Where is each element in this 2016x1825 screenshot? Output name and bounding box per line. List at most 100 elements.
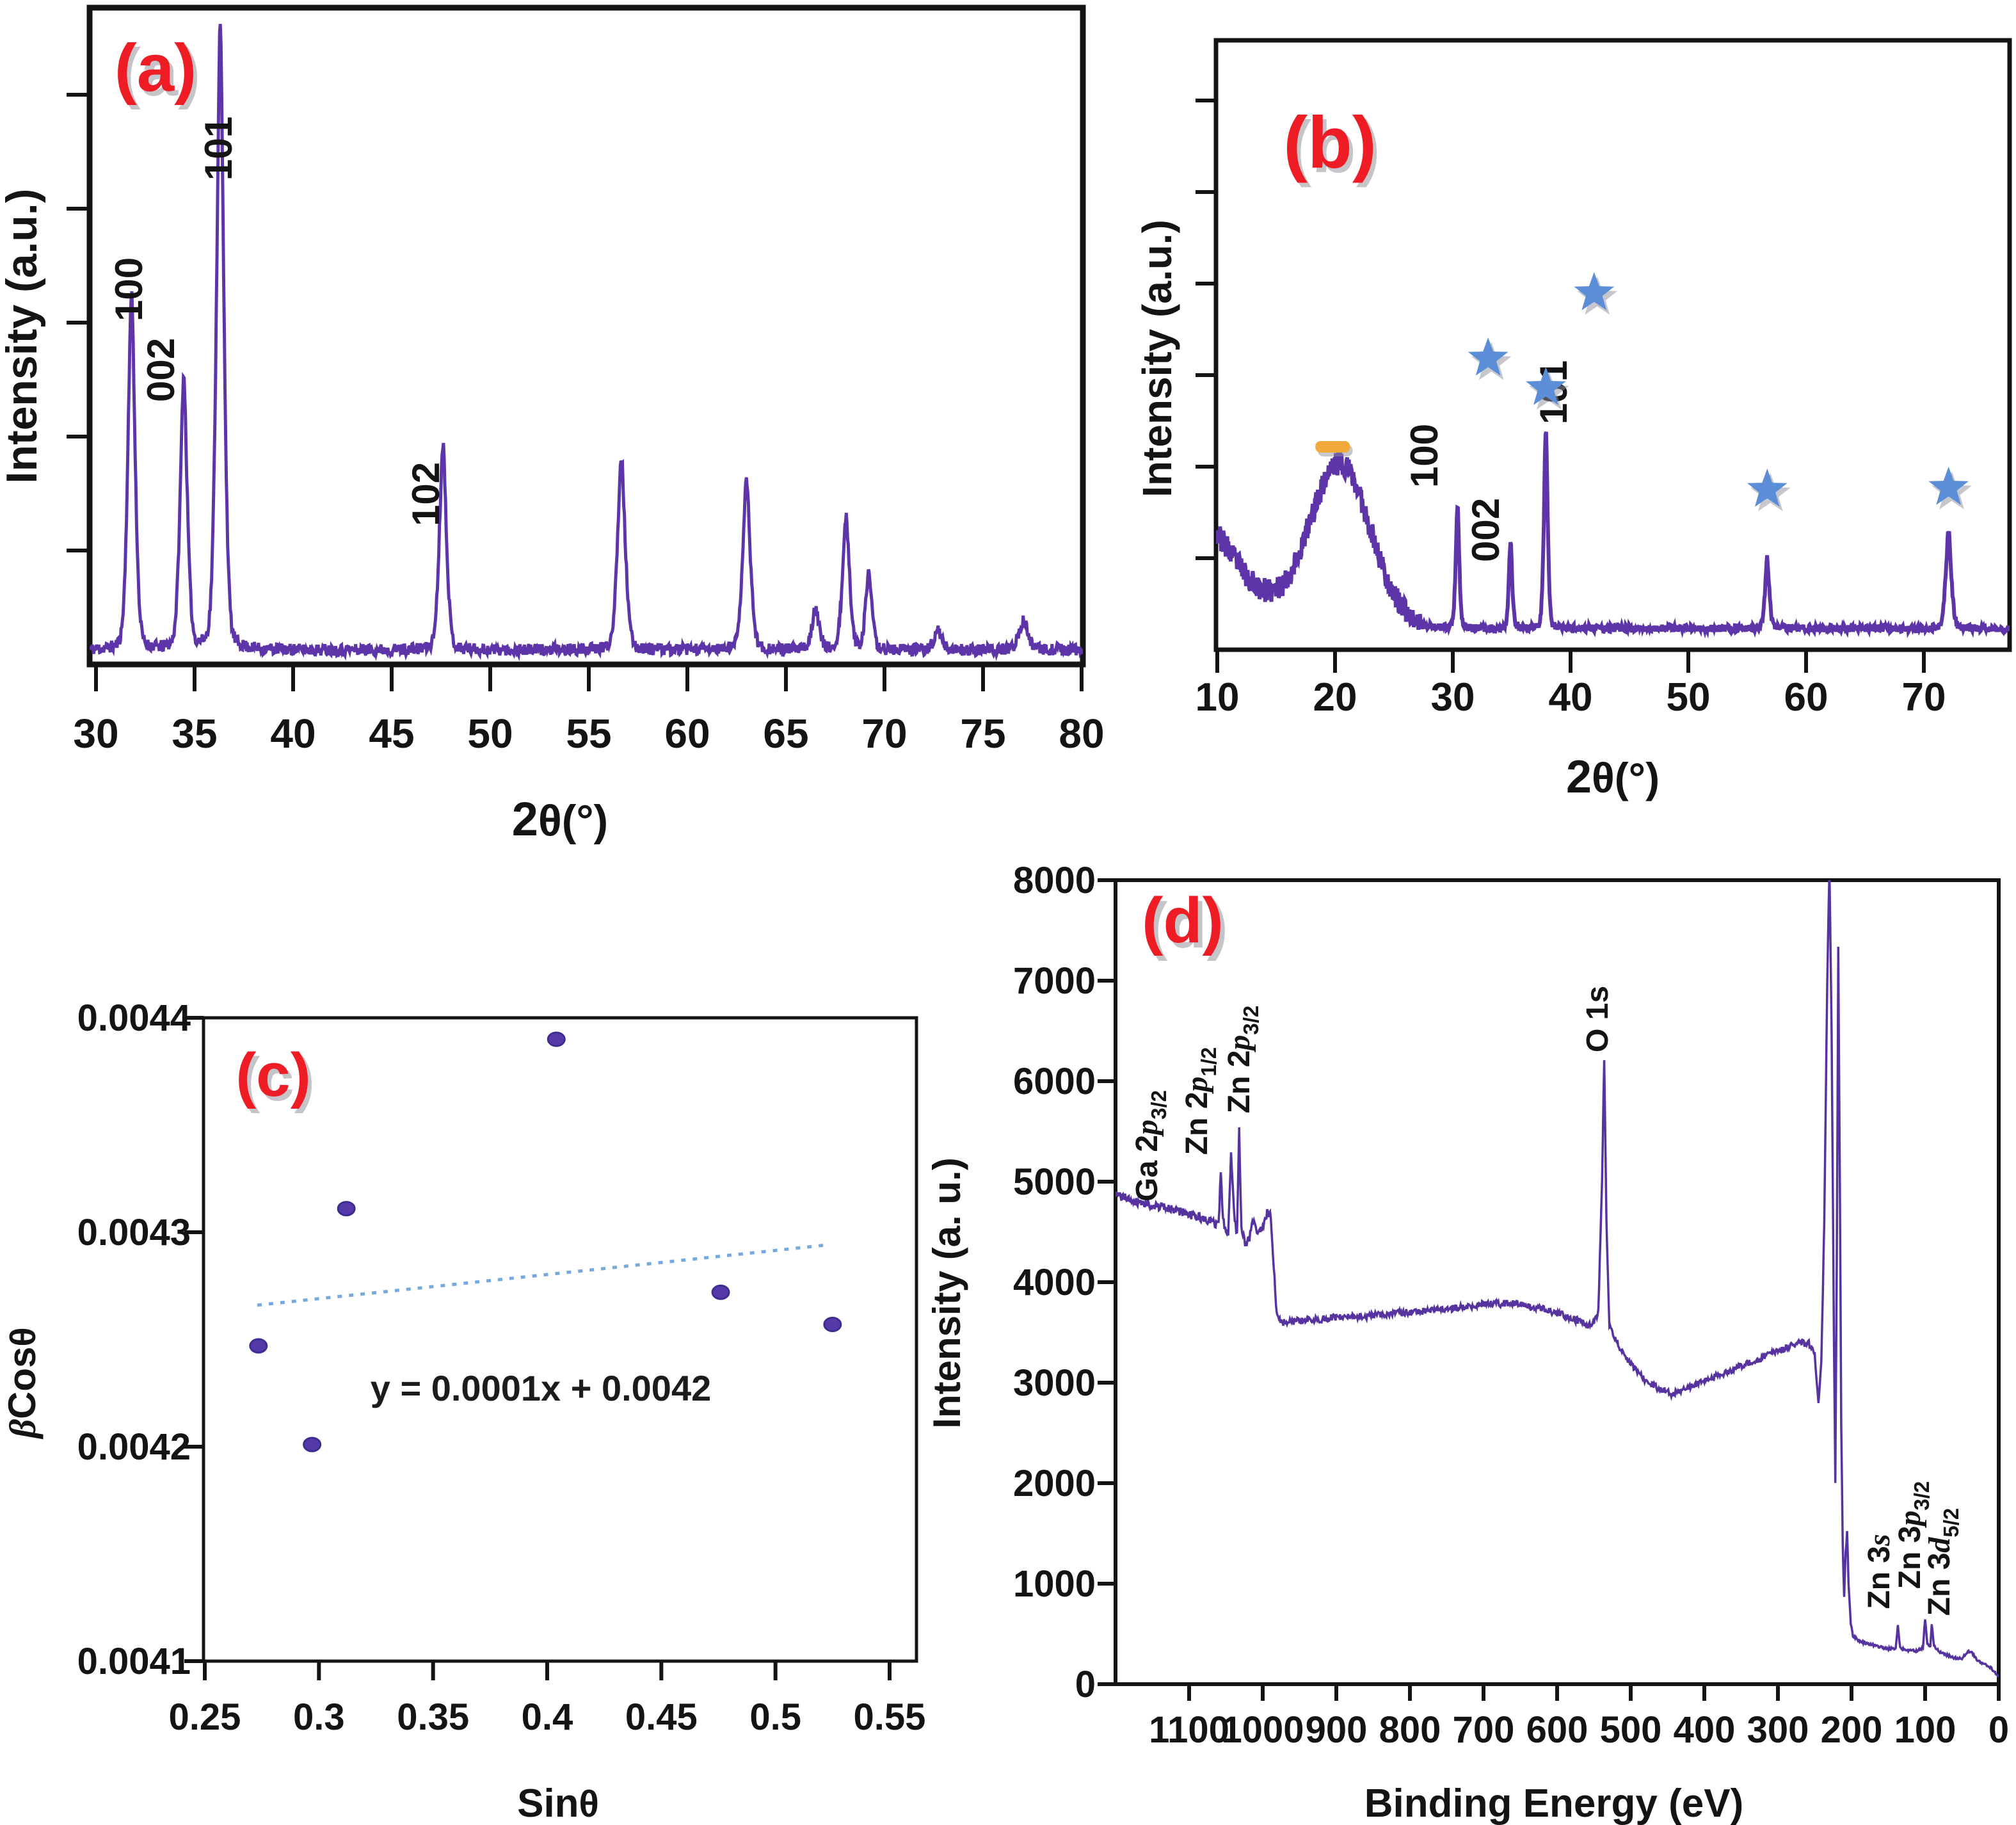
x-tick-label: 35 [172, 711, 217, 757]
x-tick-label: 0.45 [625, 1696, 698, 1738]
x-tick-label: 30 [73, 711, 118, 757]
star-marker [1928, 467, 1969, 505]
x-tick-label: 30 [1431, 675, 1475, 720]
x-axis-title-a: 2θ(°) [512, 792, 608, 846]
panel-letters: (a) (a) (b) (b) (c) (c) (d) (d) y = 0.00… [115, 31, 1380, 1408]
y-tick-label: 8000 [1013, 860, 1096, 901]
xps-peak-label: Zn 3s [1862, 1534, 1896, 1609]
x-tick-label: 600 [1526, 1709, 1588, 1751]
x-tick-label: 50 [467, 711, 513, 757]
peak-label-100: 100 [108, 257, 150, 321]
data-point [337, 1201, 356, 1217]
xps-peak-label: Zn 3d5/2 [1923, 1508, 1963, 1616]
generated-charts: 30 35 40 45 50 55 60 65 70 75 80 2θ(°) Intensity (a.… [0, 4, 2012, 1825]
xps-peak-label: O 1s [1581, 986, 1615, 1052]
y-tick-label: 2000 [1013, 1463, 1096, 1504]
x-tick-label: 45 [369, 711, 414, 757]
x-tick-label: 100 [1894, 1709, 1956, 1751]
x-tick-label: 0.55 [854, 1696, 926, 1738]
panel-b: 10 20 30 40 50 60 70 2θ(°) Intensity (a.u.) 100 00… [1134, 38, 2012, 803]
xps-peak-label: Zn 2p1/2 [1180, 1047, 1220, 1155]
panel-b-letter-shadow: (b) [1287, 107, 1380, 188]
xrd-curve-b [1216, 431, 2010, 639]
y-tick-label: 0 [1075, 1664, 1096, 1705]
x-axis-title-d: Binding Energy (eV) [1364, 1781, 1743, 1825]
x-tick-label: 70 [1902, 675, 1946, 720]
panel-b-letter: (b) [1283, 102, 1377, 184]
x-tick-label: 200 [1821, 1709, 1883, 1751]
peak-label-002: 002 [140, 338, 182, 402]
xps-peak-label: Zn 3p3/2 [1893, 1481, 1933, 1589]
x-tick-label: 75 [960, 711, 1005, 757]
panel-c: 0.25 0.3 0.35 0.4 0.45 0.5 0.55 Sinθ 0.0044 0.004… [1, 997, 925, 1825]
x-tick-label: 65 [763, 711, 808, 757]
y-tick-label: 3000 [1013, 1362, 1096, 1404]
x-tick-label: 800 [1379, 1709, 1441, 1751]
y-tick-label: 4000 [1013, 1262, 1096, 1303]
xrd-curve-a [90, 24, 1083, 662]
data-point [711, 1284, 730, 1300]
peak-label-002: 002 [1464, 498, 1507, 562]
y-axis-title-b: Intensity (a.u.) [1134, 220, 1180, 497]
data-point [823, 1317, 842, 1333]
x-tick-label: 60 [664, 711, 710, 757]
dash-marker [1315, 441, 1350, 453]
x-tick-label: 1100 [1149, 1709, 1229, 1751]
star-marker [1526, 367, 1566, 405]
x-tick-label: 500 [1600, 1709, 1662, 1751]
data-point [547, 1031, 566, 1047]
xps-survey-curve [1116, 880, 1999, 1678]
y-tick-label: 7000 [1013, 960, 1096, 1002]
x-tick-label: 70 [861, 711, 907, 757]
y-axis-title-d: Intensity (a. u.) [925, 1157, 968, 1428]
x-tick-label: 50 [1667, 675, 1711, 720]
x-tick-label: 10 [1196, 675, 1240, 720]
star-marker [1574, 272, 1615, 310]
x-tick-label: 0.5 [749, 1696, 801, 1738]
x-tick-label: 60 [1784, 675, 1828, 720]
x-tick-label: 400 [1674, 1709, 1736, 1751]
y-tick-label: 0.0043 [77, 1212, 191, 1253]
y-tick-label: 0.0041 [77, 1641, 191, 1682]
panel-a-letter: (a) [115, 31, 196, 106]
plot-border-panel-b [1213, 38, 2012, 652]
x-axis-title-c: Sinθ [517, 1781, 599, 1825]
x-tick-label: 0.4 [522, 1696, 573, 1738]
x-tick-label: 900 [1306, 1709, 1368, 1751]
plot-border-panel-a [86, 4, 1086, 668]
y-axis-title-a: Intensity (a.u.) [0, 189, 46, 484]
data-point [303, 1436, 322, 1452]
panel-a: 30 35 40 45 50 55 60 65 70 75 80 2θ(°) Intensity (a.… [0, 4, 1105, 846]
plot-border-panel-c [202, 1016, 918, 1663]
x-tick-label: 40 [1549, 675, 1593, 720]
x-tick-label: 40 [270, 711, 316, 757]
x-tick-label: 0.3 [293, 1696, 345, 1738]
peak-label-102: 102 [404, 462, 447, 526]
y-tick-label: 0.0042 [77, 1426, 191, 1468]
trend-line [257, 1243, 826, 1307]
x-tick-label: 1000 [1221, 1709, 1304, 1751]
panel-a-letter-shadow: (a) [118, 35, 200, 110]
y-axis-title-c: βCosθ [1, 1327, 44, 1439]
x-tick-label: 0.25 [169, 1696, 241, 1738]
y-tick-label: 6000 [1013, 1061, 1096, 1102]
x-axis-title-b: 2θ(°) [1566, 752, 1660, 803]
panel-d-letter-shadow: (d) [1146, 890, 1228, 961]
x-tick-label: 0.35 [397, 1696, 469, 1738]
x-tick-label: 300 [1747, 1709, 1809, 1751]
x-tick-label: 55 [566, 711, 611, 757]
star-marker [1747, 469, 1788, 507]
xps-peak-label: Zn 2p3/2 [1222, 1006, 1263, 1114]
star-marker [1468, 337, 1508, 376]
x-tick-label: 80 [1059, 711, 1104, 757]
trendline-equation: y = 0.0001x + 0.0042 [371, 1368, 712, 1408]
x-tick-label: 20 [1313, 675, 1357, 720]
y-tick-label: 1000 [1013, 1563, 1096, 1605]
x-tick-label: 700 [1453, 1709, 1515, 1751]
panel-c-letter: (c) [236, 1041, 310, 1109]
peak-label-100: 100 [1403, 424, 1446, 488]
panel-c-letter-shadow: (c) [239, 1045, 314, 1114]
